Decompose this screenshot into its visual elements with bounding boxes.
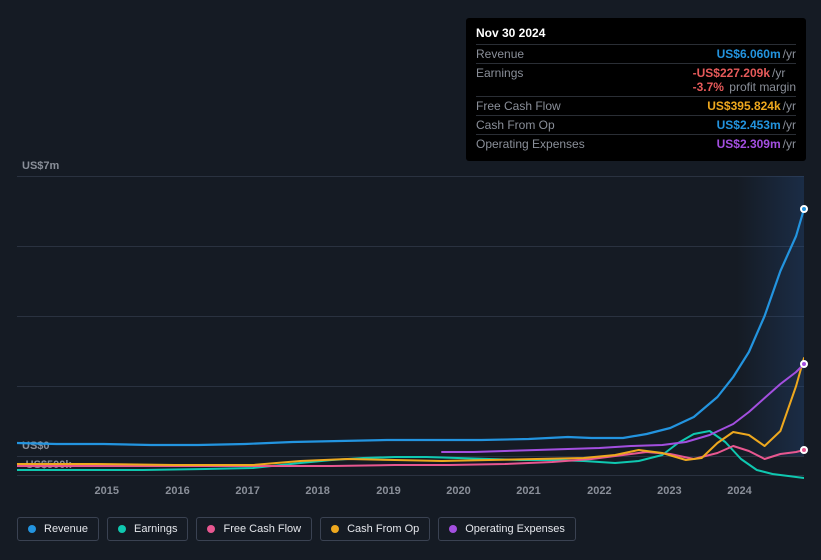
- x-axis-tick: 2022: [587, 485, 611, 497]
- tooltip-row: Revenue US$6.060m/yr: [476, 44, 796, 63]
- tooltip-value: US$6.060m: [717, 47, 781, 61]
- tooltip-subvalue: -3.7%: [693, 80, 724, 94]
- tooltip-label: Free Cash Flow: [476, 99, 561, 113]
- x-axis: 2015 2016 2017 2018 2019 2020 2021 2022 2023 2024: [17, 485, 804, 503]
- chart-plot: [17, 176, 804, 476]
- legend-label: Revenue: [44, 523, 88, 535]
- legend-item[interactable]: Operating Expenses: [438, 517, 576, 541]
- legend-dot-icon: [449, 525, 457, 533]
- y-axis-label: US$7m: [22, 160, 59, 172]
- tooltip-value: US$395.824k: [707, 99, 780, 113]
- legend-item[interactable]: Revenue: [17, 517, 99, 541]
- x-axis-tick: 2018: [305, 485, 329, 497]
- x-axis-tick: 2023: [657, 485, 681, 497]
- tooltip-row: Cash From Op US$2.453m/yr: [476, 115, 796, 134]
- tooltip-row: Free Cash Flow US$395.824k/yr: [476, 96, 796, 115]
- legend-item[interactable]: Cash From Op: [320, 517, 430, 541]
- x-axis-tick: 2015: [94, 485, 118, 497]
- tooltip-panel: Nov 30 2024 Revenue US$6.060m/yr Earnings -…: [466, 18, 806, 161]
- tooltip-date: Nov 30 2024: [476, 26, 796, 44]
- legend-dot-icon: [28, 525, 36, 533]
- tooltip-value: US$2.453m: [717, 118, 781, 132]
- tooltip-label: Earnings: [476, 66, 523, 94]
- tooltip-row: Earnings -US$227.209k/yr -3.7% profit marg…: [476, 63, 796, 96]
- legend-dot-icon: [118, 525, 126, 533]
- legend-dot-icon: [207, 525, 215, 533]
- x-axis-tick: 2024: [727, 485, 751, 497]
- tooltip-row: Operating Expenses US$2.309m/yr: [476, 134, 796, 153]
- x-axis-tick: 2019: [376, 485, 400, 497]
- tooltip-label: Operating Expenses: [476, 137, 585, 151]
- legend-item[interactable]: Free Cash Flow: [196, 517, 312, 541]
- tooltip-label: Cash From Op: [476, 118, 555, 132]
- tooltip-value: US$2.309m: [717, 137, 781, 151]
- x-axis-tick: 2016: [165, 485, 189, 497]
- tooltip-suffix: /yr: [783, 47, 796, 61]
- legend: Revenue Earnings Free Cash Flow Cash From O…: [17, 517, 576, 541]
- tooltip-subtext: profit margin: [726, 80, 796, 94]
- series-end-marker: [800, 446, 808, 454]
- series-end-marker: [800, 205, 808, 213]
- tooltip-suffix: /yr: [783, 137, 796, 151]
- legend-label: Cash From Op: [347, 523, 419, 535]
- tooltip-suffix: /yr: [783, 99, 796, 113]
- tooltip-suffix: /yr: [772, 66, 785, 80]
- tooltip-suffix: /yr: [783, 118, 796, 132]
- legend-label: Free Cash Flow: [223, 523, 301, 535]
- chart-lines: [17, 176, 804, 496]
- legend-label: Earnings: [134, 523, 177, 535]
- legend-dot-icon: [331, 525, 339, 533]
- tooltip-value: -US$227.209k: [693, 66, 770, 80]
- x-axis-tick: 2017: [235, 485, 259, 497]
- legend-label: Operating Expenses: [465, 523, 565, 535]
- legend-item[interactable]: Earnings: [107, 517, 188, 541]
- tooltip-label: Revenue: [476, 47, 524, 61]
- x-axis-tick: 2020: [446, 485, 470, 497]
- x-axis-tick: 2021: [516, 485, 540, 497]
- chart-area: US$7mUS$0-US$500k: [17, 160, 804, 480]
- series-end-marker: [800, 360, 808, 368]
